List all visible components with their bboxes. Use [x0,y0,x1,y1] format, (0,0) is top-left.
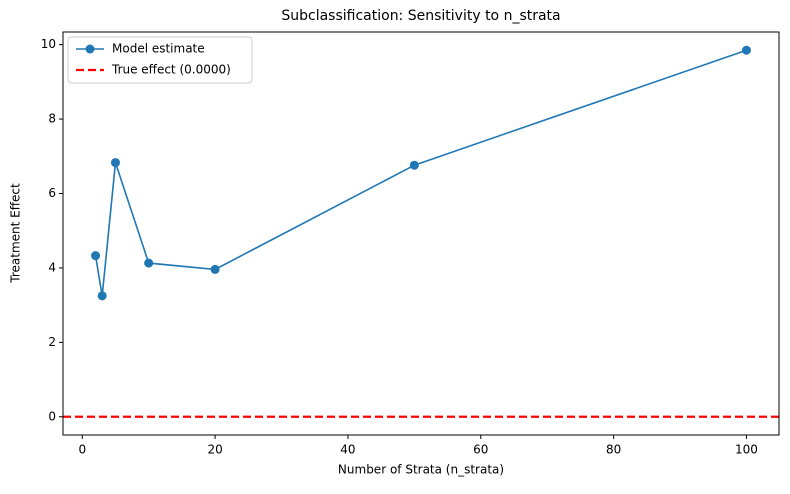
x-tick-label: 60 [473,443,488,457]
point [144,258,154,268]
chart-title: Subclassification: Sensitivity to n_stra… [281,8,560,24]
x-tick-label: 100 [735,443,758,457]
point [110,158,120,168]
point [741,45,751,55]
x-axis-label: Number of Strata (n_strata) [338,463,504,477]
y-tick-label: 6 [48,186,56,200]
x-tick-label: 20 [207,443,222,457]
legend-box [67,36,253,84]
y-tick-label: 4 [48,260,56,274]
legend-label: True effect (0.0000) [111,63,231,77]
x-tick-label: 0 [78,443,86,457]
x-tick-label: 40 [340,443,355,457]
y-tick-label: 0 [48,409,56,423]
y-axis-label: Treatment Effect [9,183,23,284]
plot-frame [62,31,780,436]
legend-label: Model estimate [112,42,205,56]
series-line [94,49,747,296]
legend-marker [85,44,95,54]
point [409,160,419,170]
point [91,251,101,261]
point [97,291,107,301]
x-tick-label: 80 [606,443,621,457]
point [210,264,220,274]
y-tick-label: 8 [48,112,56,126]
y-tick-label: 10 [41,37,56,51]
y-tick-label: 2 [48,335,56,349]
